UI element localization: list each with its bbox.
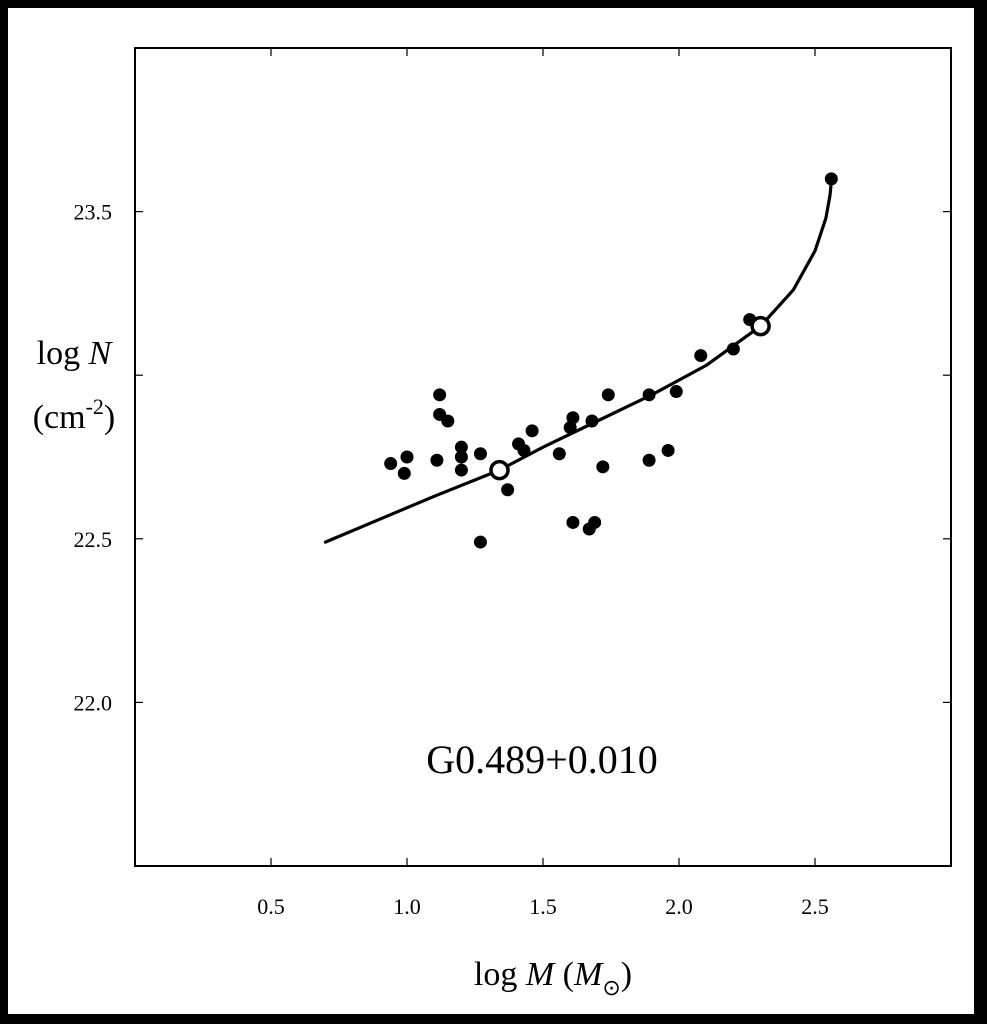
x-tick-label: 0.5 xyxy=(257,894,285,919)
data-point xyxy=(441,414,455,428)
x-axis-title-space xyxy=(554,956,563,993)
x-axis-title: log M (M⊙) xyxy=(474,956,632,1000)
data-point xyxy=(501,483,515,497)
data-point xyxy=(552,447,566,461)
data-point xyxy=(726,342,740,356)
data-point xyxy=(694,349,708,363)
open-data-point xyxy=(750,315,771,337)
data-point xyxy=(661,443,675,457)
x-tick-label: 2.0 xyxy=(665,894,693,919)
y-axis-ticks: 22.0 22.5 23.5 xyxy=(74,200,951,715)
y-axis-title-line2: (cm-2) xyxy=(33,394,116,436)
y-axis-title-unit-sup: -2 xyxy=(86,394,104,419)
data-point xyxy=(454,440,468,454)
x-tick-label: 1.5 xyxy=(529,894,557,919)
data-point xyxy=(473,447,487,461)
y-axis-title-unit-base: (cm xyxy=(33,399,86,436)
data-points-layer xyxy=(384,172,838,549)
x-axis-ticks: 0.5 1.0 1.5 2.0 2.5 xyxy=(257,48,829,919)
y-tick-label: 22.5 xyxy=(74,527,113,552)
chart-annotation: G0.489+0.010 xyxy=(426,737,657,782)
y-tick-label: 23.5 xyxy=(74,200,113,225)
data-point xyxy=(824,172,838,186)
fit-curve xyxy=(323,180,833,544)
x-axis-title-prefix: log xyxy=(474,956,526,993)
data-point xyxy=(473,535,487,549)
figure-panel xyxy=(8,8,974,1014)
data-point xyxy=(585,414,599,428)
x-axis-title-unit-var: M xyxy=(573,956,604,993)
fit-curve-layer xyxy=(323,180,833,544)
open-data-point xyxy=(489,459,510,481)
data-point xyxy=(601,388,615,402)
x-axis-title-unit-close: ) xyxy=(621,956,632,993)
data-point xyxy=(669,385,683,399)
x-axis-title-var: M xyxy=(525,956,556,993)
y-axis-title-var: N xyxy=(88,335,114,372)
data-point xyxy=(433,388,447,402)
x-axis-title-unit-sub: ⊙ xyxy=(602,975,620,1000)
data-point xyxy=(400,450,414,464)
x-tick-label: 2.5 xyxy=(801,894,829,919)
data-point xyxy=(517,443,531,457)
data-point xyxy=(384,457,398,471)
y-tick-label: 22.0 xyxy=(74,690,113,715)
data-point xyxy=(454,450,468,464)
y-axis-title-prefix: log xyxy=(37,335,89,372)
data-point xyxy=(596,460,610,474)
data-point xyxy=(642,453,656,467)
y-axis-title-unit-close: ) xyxy=(104,399,115,436)
data-point xyxy=(566,515,580,529)
data-point xyxy=(525,424,539,438)
data-point xyxy=(566,411,580,425)
x-tick-label: 1.0 xyxy=(393,894,421,919)
data-point xyxy=(642,388,656,402)
data-point xyxy=(430,453,444,467)
y-axis-title-line1: log N xyxy=(37,335,114,372)
data-point xyxy=(588,515,602,529)
data-point xyxy=(563,421,577,435)
data-point xyxy=(397,466,411,480)
x-axis-title-unit-open: ( xyxy=(563,956,574,993)
data-point xyxy=(454,463,468,477)
